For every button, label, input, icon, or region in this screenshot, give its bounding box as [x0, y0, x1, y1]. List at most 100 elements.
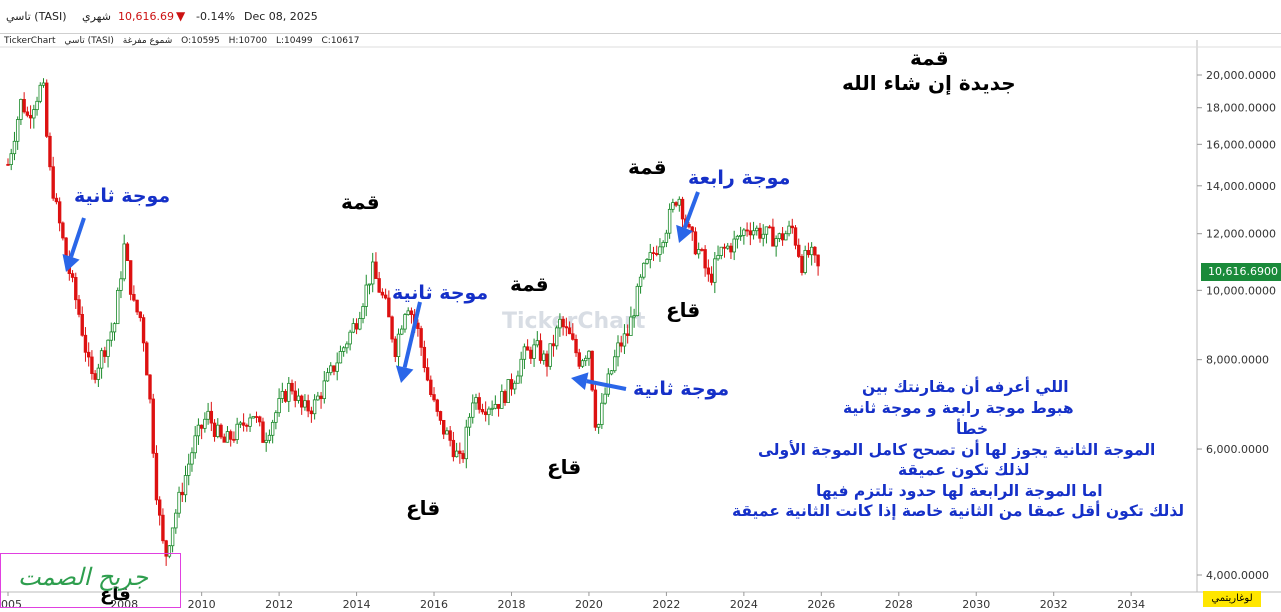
candle-body — [677, 198, 682, 206]
chart-header-bar: تاسي (TASI) شهري 10,616.69 ▼ -0.14% Dec … — [0, 0, 1281, 34]
candle-body — [15, 119, 20, 142]
candle-body — [254, 416, 259, 418]
last-price-tag: 10,616.6900 — [1201, 263, 1281, 281]
candle-body — [332, 365, 336, 372]
candle-body — [132, 293, 136, 301]
candle-body — [203, 418, 207, 429]
candle-body — [797, 244, 801, 257]
candle-body — [700, 249, 704, 251]
note-line-4: الموجة الثانية يجوز لها أن تصحح كامل الم… — [758, 441, 1156, 459]
candle-body — [338, 351, 343, 364]
candle-body — [361, 306, 365, 319]
candle-body — [696, 249, 701, 255]
candle-body — [57, 201, 62, 224]
candle-body — [522, 346, 527, 360]
candle-body — [435, 399, 439, 412]
sub-symbol: تاسي (TASI) — [64, 36, 114, 46]
candle-body — [290, 382, 294, 392]
candle-body — [477, 397, 481, 410]
candle-body — [422, 346, 427, 368]
candle-body — [74, 277, 78, 301]
candle-body — [454, 450, 459, 458]
candle-body — [667, 208, 672, 234]
y-tick-label: 16,000.0000 — [1206, 138, 1276, 151]
candle-body — [187, 463, 191, 476]
candle-body — [199, 424, 204, 429]
candle-body — [70, 273, 75, 278]
candle-body — [777, 233, 782, 240]
candle-body — [28, 114, 33, 119]
candle-body — [9, 153, 13, 165]
signature-text: جريح الصمت — [18, 563, 149, 591]
candle-body — [535, 340, 540, 346]
candle-body — [316, 395, 320, 401]
candle-body — [96, 367, 101, 380]
candle-body — [529, 349, 533, 359]
candle-body — [648, 252, 652, 260]
candle-body — [616, 342, 620, 358]
candle-body — [503, 391, 507, 403]
candle-body — [109, 331, 113, 341]
candle-body — [406, 310, 410, 315]
candle-body — [787, 225, 791, 235]
candle-body — [258, 416, 262, 423]
y-tick-label: 14,000.0000 — [1206, 180, 1276, 193]
candle-body — [500, 391, 504, 409]
candle-body — [445, 430, 449, 435]
annotation-wave2-2020: موجة ثانية — [633, 378, 730, 400]
chart-kind: شموع مفرغة — [122, 36, 173, 46]
note-line-5: لذلك تكون عميقة — [898, 461, 1030, 479]
candle-body — [325, 372, 330, 382]
candle-body — [245, 424, 249, 427]
x-tick-label: 2018 — [497, 598, 525, 611]
candle-body — [206, 410, 210, 420]
log-scale-toggle[interactable]: لوغاريتمي — [1203, 591, 1261, 607]
candle-body — [90, 356, 94, 374]
candle-body — [603, 393, 607, 404]
candle-body — [345, 343, 349, 349]
period-label[interactable]: شهري — [82, 10, 111, 23]
y-tick-label: 12,000.0000 — [1206, 228, 1276, 241]
candle-body — [387, 297, 391, 318]
candle-body — [780, 233, 785, 241]
x-tick-label: 2034 — [1117, 598, 1145, 611]
candle-body — [138, 311, 143, 319]
note-line-3: خطأ — [956, 420, 989, 438]
candle-body — [125, 243, 130, 262]
candle-body — [538, 340, 543, 361]
candle-body — [719, 246, 723, 256]
candle-body — [380, 291, 385, 296]
candle-body — [77, 299, 81, 315]
candle-body — [393, 338, 397, 357]
candle-body — [45, 82, 49, 137]
y-tick-label: 8,000.0000 — [1206, 354, 1269, 367]
candle-body — [416, 322, 420, 329]
x-tick-label: 2026 — [807, 598, 835, 611]
candle-body — [613, 356, 617, 372]
x-tick-label: 2016 — [420, 598, 448, 611]
candle-body — [551, 343, 556, 347]
candle-body — [571, 333, 575, 340]
candle-body — [664, 232, 669, 243]
candle-body — [451, 439, 456, 458]
candle-body — [442, 419, 446, 435]
header-date: Dec 08, 2025 — [244, 10, 318, 23]
candle-body — [354, 323, 359, 330]
candle-body — [480, 408, 485, 413]
candle-body — [587, 350, 591, 359]
candle-body — [122, 243, 126, 280]
candle-body — [458, 450, 462, 454]
close-value: C:10617 — [321, 36, 360, 46]
candle-body — [154, 452, 159, 501]
candle-body — [726, 245, 730, 249]
candle-body — [519, 358, 523, 377]
candle-body — [93, 373, 97, 380]
candle-body — [6, 163, 10, 166]
candle-body — [377, 278, 381, 293]
candle-body — [542, 353, 546, 361]
symbol-name[interactable]: تاسي (TASI) — [6, 10, 67, 23]
candle-body — [329, 365, 333, 374]
candle-body — [225, 431, 230, 443]
candle-body — [816, 254, 820, 267]
